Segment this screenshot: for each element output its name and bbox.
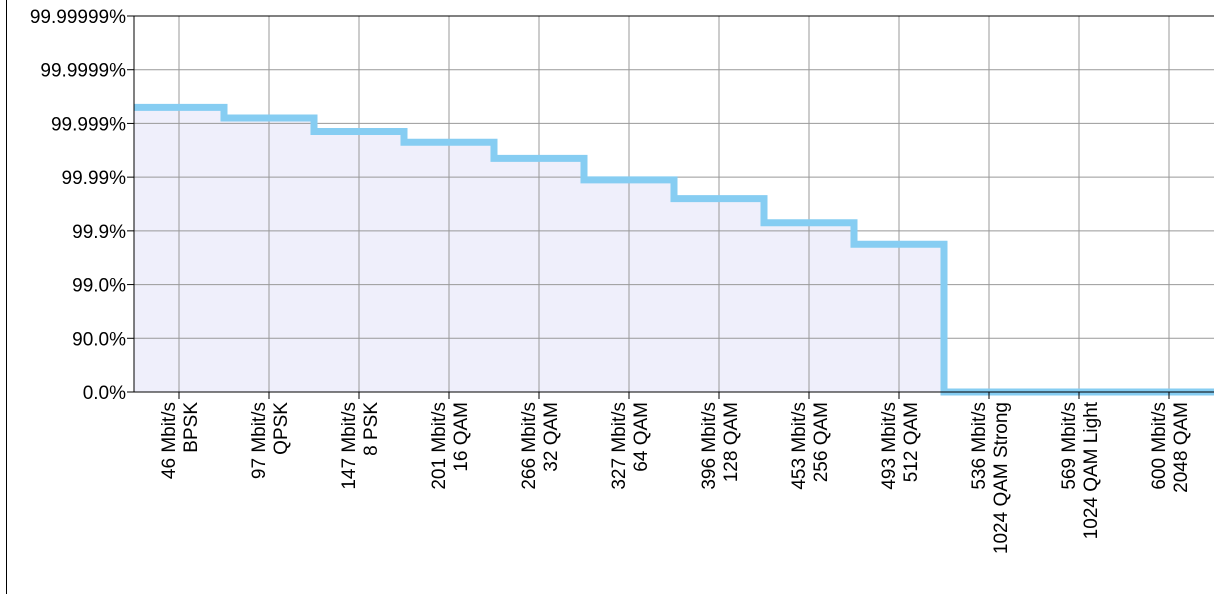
y-tick-label: 99.99%: [62, 168, 127, 189]
y-tick-labels: 0.0% 90.0% 99.0% 99.9% 99.99% 99.999% 99.9999%…: [30, 7, 126, 404]
area-fill: [134, 107, 1214, 392]
y-tick-label: 0.0%: [83, 383, 126, 404]
y-tick-label: 99.0%: [72, 276, 126, 297]
x-tick-label-line: 64 QAM: [631, 402, 652, 472]
x-tick-label-line: 266 Mbit/s: [519, 402, 540, 490]
x-tick-label-line: 569 Mbit/s: [1059, 402, 1080, 490]
x-tick-label-line: 128 QAM: [721, 402, 742, 482]
x-tick-label-line: 201 Mbit/s: [429, 402, 450, 490]
x-tick-label-line: 396 Mbit/s: [699, 402, 720, 490]
x-tick-label-line: 2048 QAM: [1171, 402, 1192, 493]
x-tick-label-line: 1024 QAM Light: [1081, 401, 1102, 539]
y-tick-label: 99.999%: [51, 114, 126, 135]
y-tick-label: 90.0%: [72, 329, 126, 350]
x-tick-label-line: 147 Mbit/s: [339, 402, 360, 490]
x-tick-label-line: QPSK: [271, 402, 292, 455]
x-tick-label-line: 256 QAM: [811, 402, 832, 482]
x-tick-label-line: 46 Mbit/s: [159, 402, 180, 479]
x-tick-label-line: 327 Mbit/s: [609, 402, 630, 490]
x-tick-label-line: 493 Mbit/s: [879, 402, 900, 490]
x-tick-label-line: 536 Mbit/s: [969, 402, 990, 490]
x-tick-label-line: 97 Mbit/s: [249, 402, 270, 479]
x-tick-label-line: 512 QAM: [901, 402, 922, 482]
x-tick-label-line: 8 PSK: [361, 402, 382, 456]
x-tick-label-line: 32 QAM: [541, 402, 562, 472]
x-tick-label-line: BPSK: [181, 402, 202, 453]
x-tick-label-line: 1024 QAM Strong: [991, 402, 1012, 554]
x-tick-label-line: 600 Mbit/s: [1149, 402, 1170, 490]
area-fill-layer: [134, 107, 1214, 392]
y-tick-label: 99.99999%: [30, 7, 126, 28]
y-tick-label: 99.9999%: [40, 61, 126, 82]
x-tick-label-line: 453 Mbit/s: [789, 402, 810, 490]
x-tick-label-line: 16 QAM: [451, 402, 472, 472]
y-tick-label: 99.9%: [72, 222, 126, 243]
